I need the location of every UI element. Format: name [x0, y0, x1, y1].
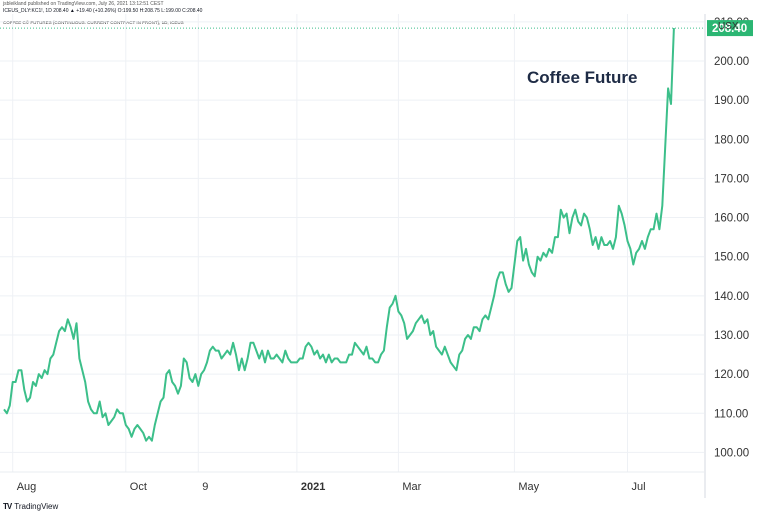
- y-tick-label: 160.00: [714, 213, 749, 225]
- x-tick-label: Jul: [632, 481, 646, 493]
- y-tick-label: 190.00: [714, 95, 749, 107]
- y-tick-label: 110.00: [714, 408, 748, 420]
- x-tick-label: 2021: [301, 481, 325, 493]
- series-legend-title: COFFEE C© FUTURES (CONTINUOUS: CURRENT C…: [3, 20, 184, 25]
- x-tick-label: May: [518, 481, 539, 493]
- footer-brand: TradingView: [14, 502, 59, 511]
- x-tick-label: Mar: [402, 481, 421, 493]
- x-tick-label: Oct: [130, 481, 147, 493]
- ohlc-line: ICEUS_DLY:KC1!, 1D 208.40 ▲ +19.40 (+10.…: [3, 8, 202, 14]
- footer: TV TradingView: [3, 502, 58, 511]
- published-line: jsbleikland published on TradingView.com…: [3, 1, 164, 7]
- last-price-box: [707, 20, 753, 37]
- y-tick-label: 100.00: [714, 447, 749, 459]
- y-tick-label: 180.00: [714, 134, 749, 146]
- x-tick-label: Aug: [17, 481, 37, 493]
- y-tick-label: 130.00: [714, 330, 749, 342]
- tradingview-logo-icon: TV: [3, 502, 12, 511]
- currency-label: USX: [718, 21, 739, 32]
- last-price-label: 208.40: [712, 23, 747, 35]
- y-tick-label: 140.00: [714, 291, 749, 303]
- y-tick-label: 120.00: [714, 369, 749, 381]
- price-series-line: [3, 28, 675, 442]
- x-tick-label: 9: [202, 481, 208, 493]
- y-tick-label: 150.00: [714, 252, 749, 264]
- ohlc-values: ICEUS_DLY:KC1!, 1D 208.40 ▲ +19.40 (+10.…: [3, 8, 203, 14]
- y-tick-label: 170.00: [714, 173, 749, 185]
- y-tick-label: 200.00: [714, 56, 749, 68]
- chart-annotation: Coffee Future: [527, 68, 638, 87]
